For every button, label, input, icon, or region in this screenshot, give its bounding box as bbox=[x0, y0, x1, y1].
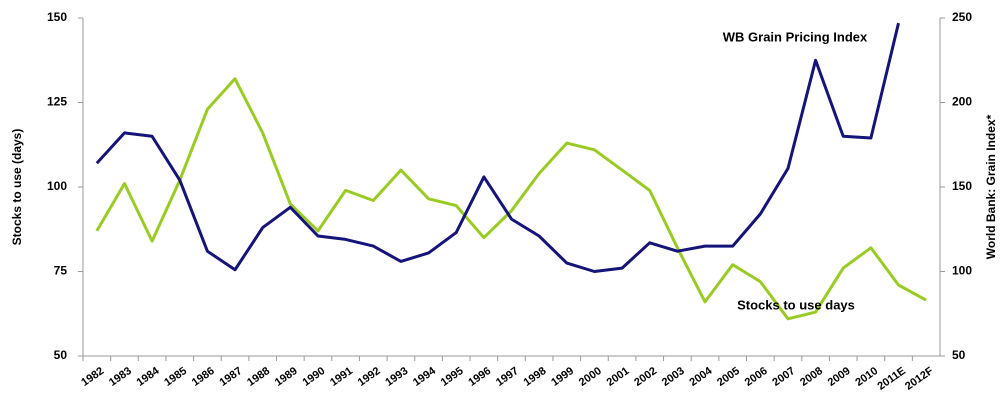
y-tick-label: 100 bbox=[47, 179, 67, 193]
x-tick-label: 2000 bbox=[577, 365, 604, 389]
x-tick-label: 1989 bbox=[273, 365, 300, 389]
x-tick-label: 2006 bbox=[743, 365, 770, 389]
x-tick-label: 1997 bbox=[494, 365, 521, 389]
x-tick-label: 1988 bbox=[245, 365, 272, 389]
series-line bbox=[95, 22, 900, 273]
y2-tick-label: 250 bbox=[952, 10, 972, 24]
x-tick-label: 1996 bbox=[466, 365, 493, 389]
y-tick-label: 125 bbox=[47, 95, 67, 109]
x-tick-label: 1990 bbox=[300, 365, 327, 389]
annotation: WB Grain Pricing Index bbox=[723, 29, 868, 44]
y-tick-label: 75 bbox=[54, 264, 68, 278]
x-tick-label: 2004 bbox=[687, 365, 715, 389]
x-tick-label: 2002 bbox=[632, 365, 659, 389]
y2-tick-label: 50 bbox=[952, 348, 966, 362]
y2-tick-label: 100 bbox=[952, 264, 972, 278]
series-line bbox=[95, 77, 927, 321]
x-tick-label: 2001 bbox=[605, 365, 632, 389]
y2-axis-title: World Bank: Grain Index* bbox=[984, 114, 998, 259]
y-tick-label: 50 bbox=[54, 348, 68, 362]
x-tick-label: 1987 bbox=[217, 365, 244, 389]
x-tick-label: 1985 bbox=[162, 365, 189, 389]
x-tick-label: 2003 bbox=[660, 365, 687, 389]
x-tick-label: 2005 bbox=[715, 365, 742, 389]
x-tick-label: 2008 bbox=[798, 365, 825, 389]
x-tick-label: 2011E bbox=[875, 365, 907, 393]
x-tick-label: 1983 bbox=[107, 365, 134, 389]
x-tick-label: 1986 bbox=[190, 365, 217, 389]
y2-tick-label: 200 bbox=[952, 95, 972, 109]
annotation: Stocks to use days bbox=[737, 297, 855, 312]
x-tick-label: 2007 bbox=[770, 365, 797, 389]
y-tick-label: 150 bbox=[47, 10, 67, 24]
x-tick-label: 1992 bbox=[356, 365, 383, 389]
x-tick-label: 1999 bbox=[549, 365, 576, 389]
y2-tick-label: 150 bbox=[952, 179, 972, 193]
x-tick-label: 1991 bbox=[328, 365, 355, 389]
x-tick-label: 1982 bbox=[79, 365, 106, 389]
y-axis-title: Stocks to use (days) bbox=[10, 129, 24, 246]
x-tick-label: 2012F bbox=[903, 365, 936, 393]
x-tick-label: 1995 bbox=[439, 365, 466, 389]
x-tick-label: 2009 bbox=[826, 365, 853, 389]
x-tick-label: 1998 bbox=[522, 365, 549, 389]
x-tick-label: 1994 bbox=[411, 365, 439, 389]
x-tick-label: 1984 bbox=[135, 365, 163, 389]
x-tick-label: 1993 bbox=[383, 365, 410, 389]
